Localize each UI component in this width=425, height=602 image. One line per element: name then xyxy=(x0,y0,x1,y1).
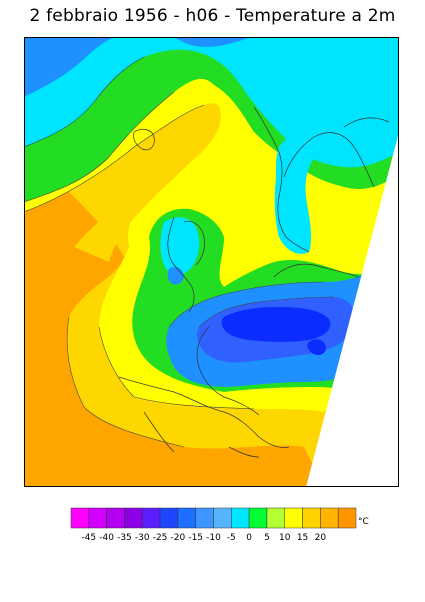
legend-tick-label: 10 xyxy=(279,533,291,543)
minus10-scandinavia xyxy=(274,125,327,254)
legend-swatch xyxy=(266,507,286,529)
contour-lines xyxy=(24,56,335,448)
legend-swatch xyxy=(302,507,321,529)
legend-swatch xyxy=(106,507,125,529)
minus15-nw xyxy=(24,37,114,97)
legend-swatch xyxy=(337,507,357,529)
legend-tick-label: 15 xyxy=(297,533,308,543)
legend-tick-label: -5 xyxy=(227,533,236,543)
legend-swatch xyxy=(248,507,268,529)
legend-swatch xyxy=(231,507,250,529)
legend-unit: °C xyxy=(358,517,369,527)
legend-swatch xyxy=(195,507,214,529)
legend-tick-label: -15 xyxy=(188,533,203,543)
temperature-map xyxy=(24,37,399,487)
legend-swatch xyxy=(88,507,107,529)
legend-tick-label: -20 xyxy=(171,533,186,543)
legend-tick-label: -25 xyxy=(153,533,168,543)
legend-swatch xyxy=(320,507,339,529)
minus25-east-blob xyxy=(307,339,326,355)
legend-tick-label: 5 xyxy=(264,533,270,543)
legend-tick-label: 20 xyxy=(315,533,327,543)
legend-tick-label: -35 xyxy=(117,533,132,543)
mild-tongue xyxy=(74,118,215,262)
minus10-britain xyxy=(160,217,200,275)
legend-swatch xyxy=(70,507,90,529)
map-title: 2 febbraio 1956 - h06 - Temperature a 2m xyxy=(29,6,396,26)
legend-tick-label: -40 xyxy=(99,533,114,543)
legend-tick-label: -10 xyxy=(206,533,221,543)
color-legend: -45 -40 -35 -30 -25 -20 -15 -10 -5 0 5 10 15 20 xyxy=(70,507,357,558)
minus15-north xyxy=(174,37,254,47)
no-data-area xyxy=(306,132,399,487)
map-frame xyxy=(24,37,399,487)
legend-tick-label: -45 xyxy=(81,533,96,543)
legend-swatch xyxy=(177,507,196,529)
legend-swatch xyxy=(213,507,232,529)
legend-swatch xyxy=(284,507,303,529)
minus25-central xyxy=(221,307,331,342)
legend-tick-label: 0 xyxy=(246,533,252,543)
coastlines xyxy=(118,106,390,458)
legend-swatch xyxy=(142,507,161,529)
legend-swatch xyxy=(124,507,143,529)
legend-swatch xyxy=(159,507,179,529)
legend-tick-label: -30 xyxy=(135,533,150,543)
